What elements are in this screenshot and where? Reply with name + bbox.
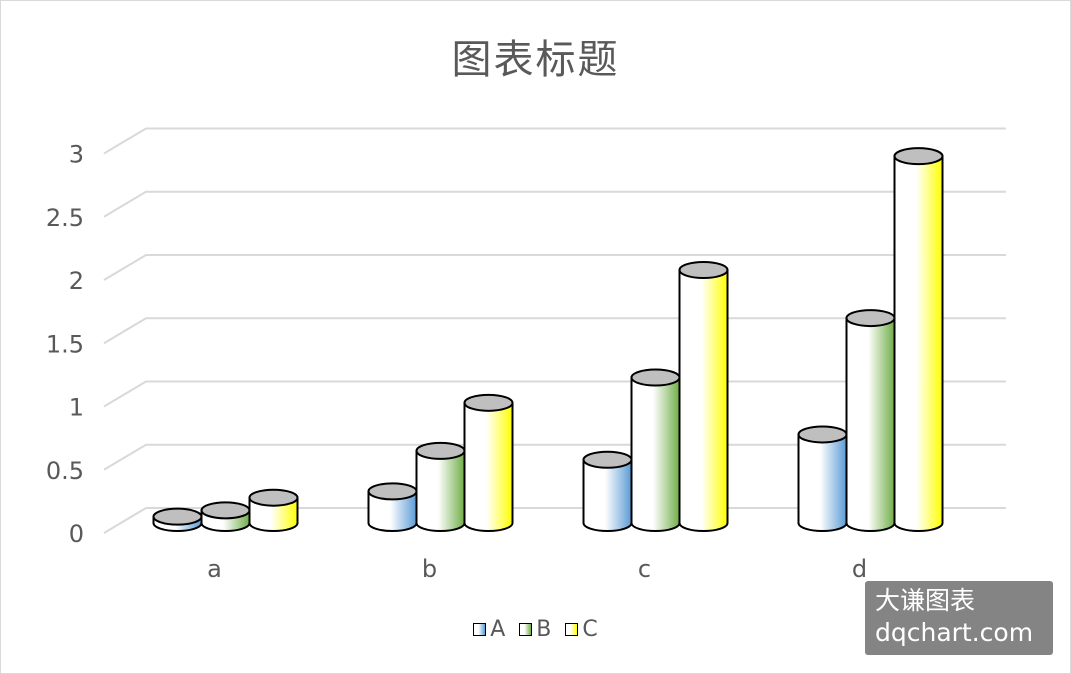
y-tick-label: 2.5	[46, 204, 84, 232]
watermark-line-1: 大谦图表	[875, 586, 976, 615]
y-tick-label: 2	[69, 267, 84, 295]
x-tick-label: d	[852, 555, 867, 583]
y-tick-label: 3	[69, 141, 84, 169]
legend-swatch	[519, 623, 533, 636]
gridlines	[103, 127, 1006, 534]
x-tick-label: a	[207, 555, 222, 583]
x-tick-label: b	[422, 555, 437, 583]
gridline	[103, 254, 1006, 281]
x-axis-ticks: a b c d	[207, 555, 867, 583]
legend-item: C	[565, 617, 598, 642]
legend-item: A	[473, 617, 505, 642]
cylinder-bar	[893, 147, 944, 532]
y-tick-label: 1.5	[46, 330, 84, 358]
legend-label: B	[536, 617, 552, 642]
legend-swatch	[565, 623, 579, 636]
legend-label: C	[582, 617, 598, 642]
cylinder-bar	[200, 501, 251, 532]
cylinder-bar	[367, 482, 418, 532]
gridline	[103, 190, 1006, 218]
cylinder-bar	[463, 393, 514, 532]
gridline	[103, 127, 1006, 155]
cylinder-bar	[582, 450, 633, 532]
watermark-line-2: dqchart.com	[875, 618, 1034, 647]
cylinder-bar	[248, 488, 299, 532]
watermark: 大谦图表 dqchart.com	[865, 581, 1053, 655]
cylinder-bars	[152, 147, 944, 532]
legend-item: B	[519, 617, 551, 642]
legend-label: A	[490, 617, 506, 642]
chart-title: 图表标题	[451, 37, 620, 83]
y-axis-ticks: 0 0.5 1 1.5 2 2.5 3	[46, 141, 84, 549]
y-tick-label: 0	[69, 520, 84, 548]
cylinder-bar	[415, 441, 466, 532]
legend: A B C	[1, 617, 1070, 642]
cylinder-bar	[152, 507, 203, 532]
legend-swatch	[473, 623, 487, 636]
y-tick-label: 0.5	[46, 457, 84, 485]
y-tick-label: 1	[69, 394, 84, 422]
x-tick-label: c	[638, 555, 651, 583]
cylinder-bar	[630, 368, 681, 532]
cylinder-bar	[797, 425, 848, 532]
cylinder-bar	[845, 309, 896, 532]
cylinder-bar	[678, 261, 729, 532]
